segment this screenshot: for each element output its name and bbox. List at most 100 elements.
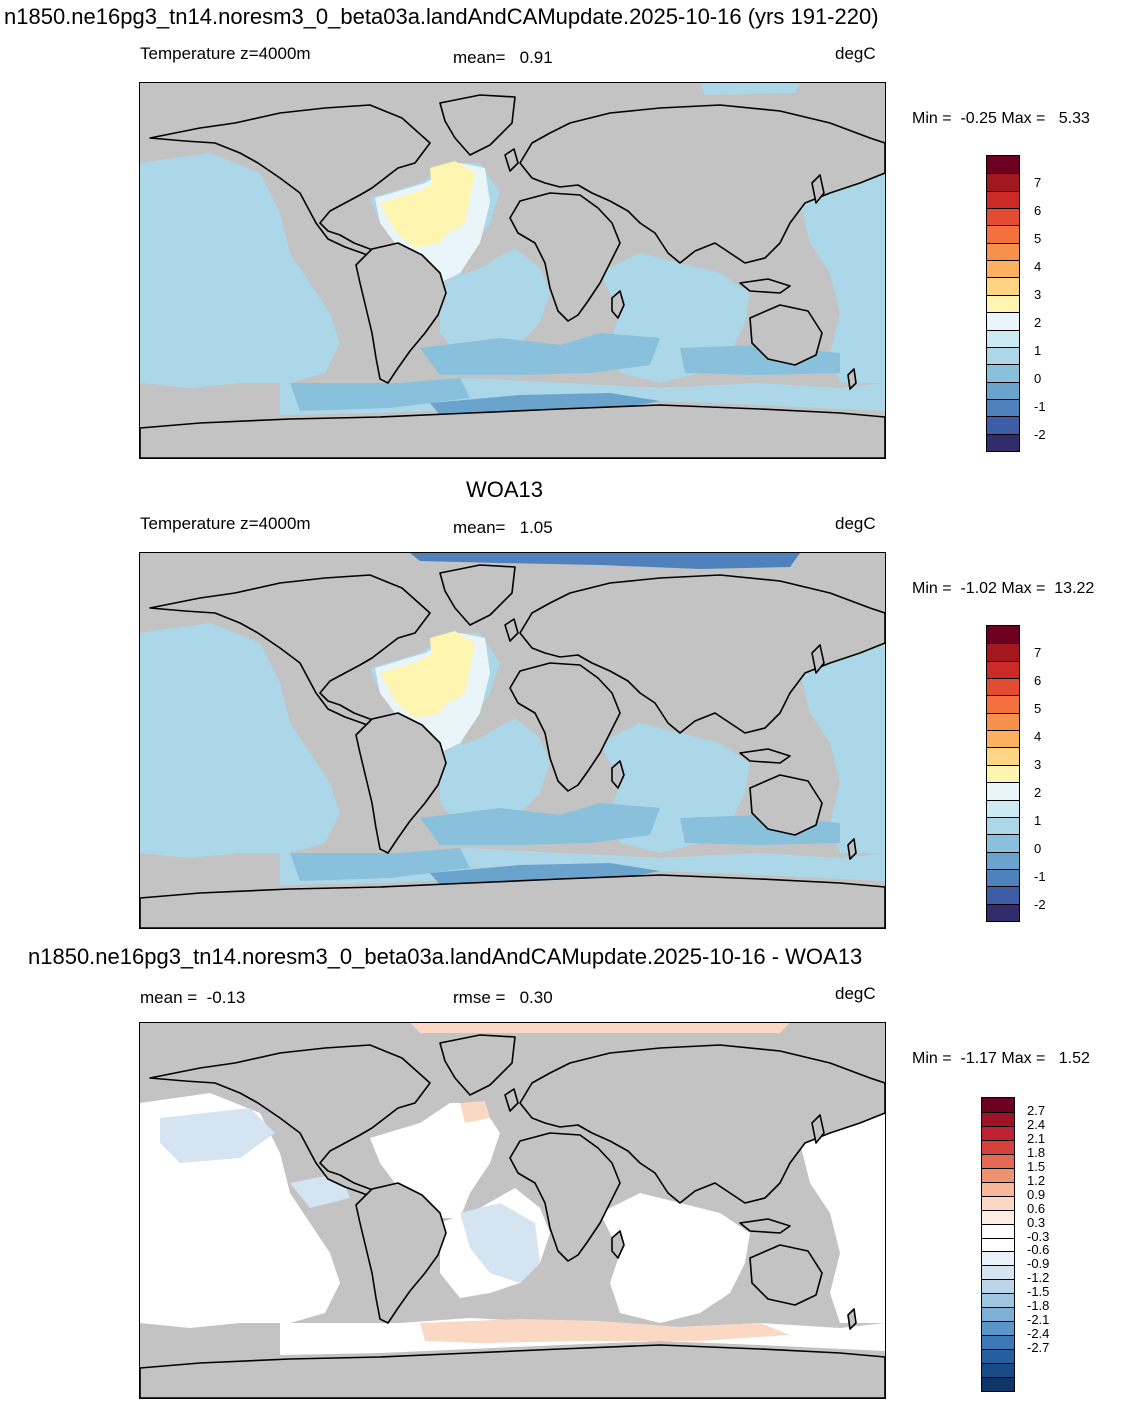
colorbar-tick-label: 2.7	[1027, 1102, 1046, 1118]
panel3-map	[139, 1022, 886, 1399]
colorbar-swatch	[982, 1167, 1014, 1182]
coastline-northAmerica	[149, 574, 431, 728]
negative-anomaly	[160, 1108, 275, 1163]
coastline-antarctica	[140, 874, 885, 928]
positive-anomaly	[410, 1023, 790, 1033]
panel1-map	[139, 82, 886, 459]
coastline-southAmerica	[355, 1182, 447, 1324]
colorbar-swatch	[982, 1181, 1014, 1196]
colorbar-swatch	[987, 834, 1019, 852]
panel2-field-label: Temperature z=4000m	[140, 514, 311, 533]
nadw-warm-patch	[430, 161, 475, 233]
colorbar-swatch	[987, 903, 1019, 921]
colorbar-swatch	[987, 712, 1019, 731]
colorbar-tick-label: 4	[1034, 259, 1042, 274]
coastline-uk	[504, 618, 519, 642]
panel2-colorbar	[986, 625, 1020, 922]
colorbar-tick-label: 5	[1034, 701, 1042, 716]
coastline-northAmerica	[149, 1044, 431, 1198]
colorbar-swatch	[987, 886, 1019, 904]
coastline-southAmerica	[355, 712, 447, 854]
colorbar-tick-label: 3	[1034, 757, 1042, 772]
colorbar-swatch	[982, 1125, 1014, 1140]
colorbar-tick-label: 1.8	[1027, 1144, 1046, 1160]
panel1-mean: mean= 0.91	[453, 48, 553, 67]
colorbar-tick-label: -0.6	[1027, 1242, 1050, 1258]
colorbar-swatch	[987, 381, 1019, 399]
colorbar-swatch	[982, 1153, 1014, 1168]
panel2-units: degC	[835, 514, 876, 533]
colorbar-tick-label: -1	[1034, 399, 1046, 414]
colorbar-tick-label: 6	[1034, 203, 1042, 218]
panel3-colorbar	[981, 1097, 1015, 1392]
colorbar-swatch	[982, 1363, 1014, 1378]
colorbar-swatch	[987, 678, 1019, 696]
colorbar-tick-label: 1	[1034, 343, 1042, 358]
colorbar-swatch	[987, 747, 1019, 765]
panel1-colorbar	[986, 155, 1020, 452]
colorbar-swatch	[982, 1307, 1014, 1322]
panel2-title: WOA13	[466, 477, 544, 502]
panel2-minmax: Min = -1.02 Max = 13.22	[912, 580, 1095, 597]
colorbar-swatch	[987, 225, 1019, 243]
colorbar-swatch	[987, 851, 1019, 869]
colorbar-tick-label: -1.8	[1027, 1298, 1050, 1314]
colorbar-swatch	[987, 799, 1019, 817]
colorbar-tick-label: -1.2	[1027, 1270, 1050, 1286]
colorbar-tick-label: 1.2	[1027, 1172, 1046, 1188]
colorbar-swatch	[987, 364, 1019, 382]
colorbar-swatch	[987, 816, 1019, 835]
colorbar-tick-label: 1.5	[1027, 1158, 1046, 1174]
colorbar-tick-label: -2	[1034, 427, 1046, 442]
colorbar-swatch	[982, 1111, 1014, 1126]
colorbar-swatch	[987, 416, 1019, 434]
panel1-title: n1850.ne16pg3_tn14.noresm3_0_beta03a.lan…	[4, 4, 879, 29]
coastline-japan	[811, 174, 825, 204]
colorbar-swatch	[982, 1377, 1014, 1391]
coastline-uk	[504, 148, 519, 172]
coastline-nz	[847, 368, 857, 390]
colorbar-swatch	[982, 1195, 1014, 1210]
nadw-warm-patch	[430, 631, 475, 703]
coastline-northAmerica	[149, 104, 431, 258]
positive-anomaly	[420, 1319, 790, 1343]
colorbar-tick-label: -2.7	[1027, 1340, 1050, 1356]
colorbar-tick-label: 5	[1034, 231, 1042, 246]
colorbar-swatch	[987, 764, 1019, 783]
colorbar-tick-label: 6	[1034, 673, 1042, 688]
world-map-svg	[140, 1023, 885, 1398]
colorbar-tick-label: -0.3	[1027, 1228, 1050, 1244]
colorbar-swatch	[987, 294, 1019, 313]
coastline-antarctica	[140, 1344, 885, 1398]
coastline-japan	[811, 1114, 825, 1144]
colorbar-swatch	[987, 173, 1019, 191]
colorbar-tick-label: 1	[1034, 813, 1042, 828]
world-map-svg	[140, 83, 885, 458]
colorbar-tick-label: 2.1	[1027, 1130, 1046, 1146]
coastline-southAmerica	[355, 242, 447, 384]
deep-ocean-basin	[790, 143, 885, 383]
colorbar-tick-label: 3	[1034, 287, 1042, 302]
colorbar-swatch	[987, 156, 1019, 174]
coastline-greenland	[439, 94, 516, 156]
colorbar-swatch	[987, 260, 1019, 278]
cold-bottom-water	[420, 333, 660, 375]
colorbar-tick-label: -2.4	[1027, 1326, 1050, 1342]
world-map-svg	[140, 553, 885, 928]
colorbar-tick-label: 0.6	[1027, 1200, 1046, 1216]
coastline-australia	[749, 1244, 823, 1306]
coastline-indonesia	[739, 1218, 791, 1234]
colorbar-swatch	[982, 1139, 1014, 1154]
coastline-antarctica	[140, 404, 885, 458]
arctic-basin	[410, 553, 800, 569]
colorbar-swatch	[982, 1321, 1014, 1336]
colorbar-tick-label: 0	[1034, 841, 1042, 856]
colorbar-tick-label: 2.4	[1027, 1116, 1046, 1132]
colorbar-swatch	[987, 433, 1019, 451]
colorbar-tick-label: 7	[1034, 645, 1042, 660]
colorbar-swatch	[987, 626, 1019, 644]
colorbar-swatch	[987, 312, 1019, 330]
colorbar-swatch	[982, 1251, 1014, 1266]
coastline-madagascar	[611, 760, 625, 789]
colorbar-swatch	[987, 329, 1019, 347]
